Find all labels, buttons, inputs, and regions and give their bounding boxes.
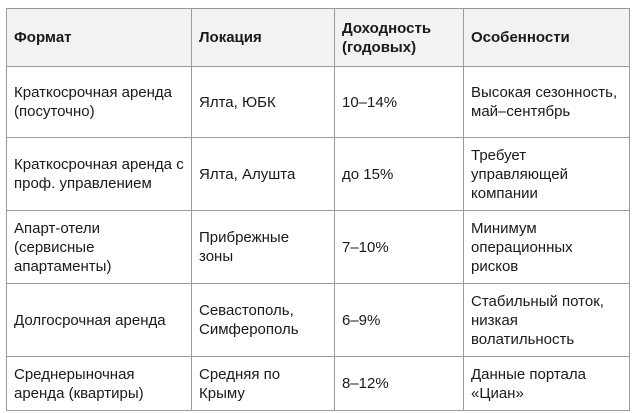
cell-location: Средняя по Крыму (191, 356, 335, 411)
rental-yield-table-container: Формат Локация Доходность (годовых) Особ… (6, 8, 630, 411)
header-features: Особенности (463, 8, 630, 67)
cell-yield: 8–12% (334, 356, 464, 411)
cell-yield: 7–10% (334, 210, 464, 284)
table-row: Краткосрочная аренда с проф. управлением… (6, 137, 630, 211)
cell-location: Прибрежные зоны (191, 210, 335, 284)
table-row: Краткосрочная аренда (посуточно) Ялта, Ю… (6, 66, 630, 138)
rental-yield-table: Формат Локация Доходность (годовых) Особ… (6, 8, 630, 411)
cell-yield: до 15% (334, 137, 464, 211)
cell-location: Севастополь, Симферополь (191, 283, 335, 357)
table-row: Долгосрочная аренда Севастополь, Симферо… (6, 283, 630, 357)
cell-features: Данные портала «Циан» (463, 356, 630, 411)
table-row: Среднерыночная аренда (квартиры) Средняя… (6, 356, 630, 411)
header-yield: Доходность (годовых) (334, 8, 464, 67)
cell-location: Ялта, Алушта (191, 137, 335, 211)
cell-yield: 10–14% (334, 66, 464, 138)
header-location: Локация (191, 8, 335, 67)
cell-features: Минимум операционных рисков (463, 210, 630, 284)
cell-format: Долгосрочная аренда (6, 283, 192, 357)
cell-format: Апарт-отели (сервисные апартаменты) (6, 210, 192, 284)
cell-format: Краткосрочная аренда с проф. управлением (6, 137, 192, 211)
cell-features: Высокая сезонность, май–сентябрь (463, 66, 630, 138)
table-header-row: Формат Локация Доходность (годовых) Особ… (6, 8, 630, 67)
header-format: Формат (6, 8, 192, 67)
cell-features: Стабильный поток, низкая волатильность (463, 283, 630, 357)
cell-format: Краткосрочная аренда (посуточно) (6, 66, 192, 138)
cell-format: Среднерыночная аренда (квартиры) (6, 356, 192, 411)
cell-location: Ялта, ЮБК (191, 66, 335, 138)
table-row: Апарт-отели (сервисные апартаменты) Приб… (6, 210, 630, 284)
cell-yield: 6–9% (334, 283, 464, 357)
cell-features: Требует управляющей компании (463, 137, 630, 211)
